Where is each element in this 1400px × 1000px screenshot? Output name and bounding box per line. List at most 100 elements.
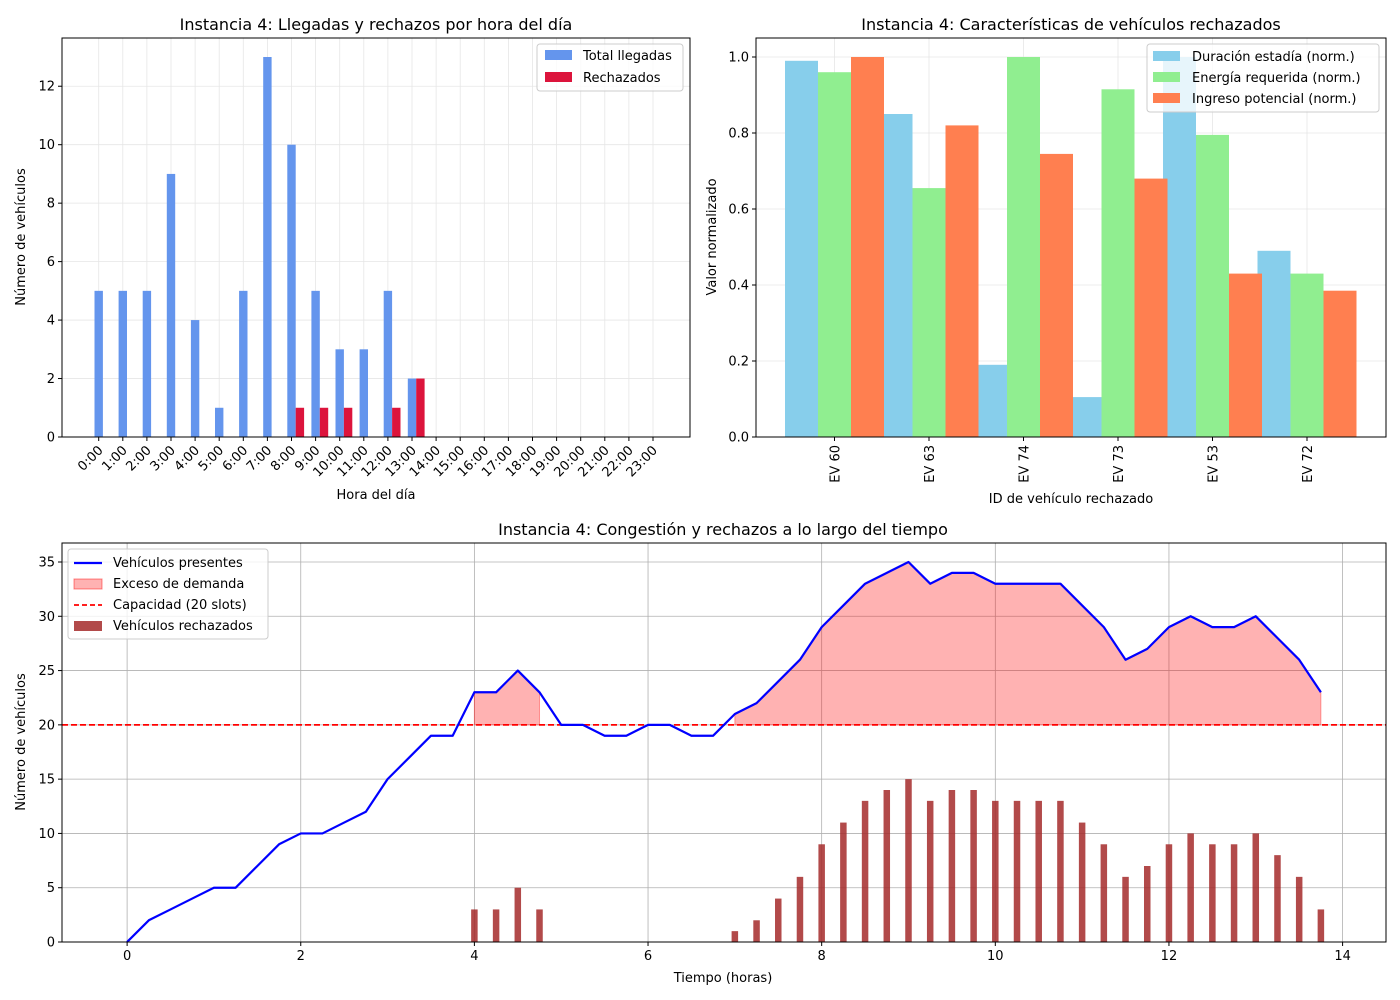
arrival-bar — [335, 349, 344, 437]
rejected-bar — [883, 790, 891, 942]
arrival-bar — [142, 290, 152, 437]
rejected-bar — [796, 876, 804, 942]
y-tick-label: 0.8 — [728, 127, 749, 142]
x-tick-label: EV 72 — [1301, 445, 1316, 483]
y-tick-label: 0.4 — [728, 279, 749, 294]
y-tick-label: 6 — [47, 255, 55, 270]
revenue-bar — [851, 57, 884, 437]
rejected-bar — [492, 909, 500, 942]
rejected-bar — [1057, 800, 1064, 942]
plot-frame — [755, 37, 1387, 438]
rejected-bar — [818, 844, 825, 942]
energy-bar — [912, 188, 946, 437]
legend-label-duration: Duración estadía (norm.) — [1192, 50, 1355, 65]
x-tick-label: EV 63 — [923, 445, 938, 483]
rejected-bar — [1295, 876, 1303, 942]
rejected-bar — [1122, 876, 1129, 942]
rejected-bar — [731, 931, 739, 942]
x-axis-label: ID de vehículo rechazado — [989, 492, 1153, 507]
revenue-bar — [1229, 273, 1262, 437]
revenue-bar — [1134, 178, 1168, 437]
legend: Duración estadía (norm.) Energía requeri… — [1146, 43, 1380, 113]
y-tick-label: 10 — [38, 827, 55, 842]
legend-label-revenue: Ingreso potencial (norm.) — [1192, 92, 1357, 107]
legend-swatch-duration — [1153, 51, 1180, 61]
rejected-bar — [1187, 833, 1194, 942]
chart-title: Instancia 4: Congestión y rechazos a lo … — [498, 520, 948, 539]
y-axis-label: Número de vehículos — [14, 168, 29, 306]
y-tick-label: 25 — [38, 664, 55, 679]
present-vehicles-line — [126, 560, 1322, 943]
rejected-bar — [295, 407, 305, 437]
rejected-bar — [992, 800, 999, 942]
arrival-bar — [239, 290, 248, 437]
arrival-bar — [166, 173, 176, 437]
legend-label-capacity: Capacidad (20 slots) — [113, 598, 247, 613]
y-tick-label: 12 — [38, 80, 55, 95]
legend-swatch-total — [545, 50, 572, 60]
rejected-bar — [1035, 800, 1042, 942]
chart-title: Instancia 4: Características de vehículo… — [861, 15, 1280, 34]
x-tick-label: EV 60 — [829, 445, 844, 483]
y-axis-label: Número de vehículos — [14, 673, 29, 811]
rejected-bar — [1209, 844, 1216, 942]
legend: Vehículos presentes Exceso de demanda Ca… — [67, 548, 269, 640]
x-tick-label: 12 — [1161, 949, 1178, 964]
x-tick-label: 8 — [818, 949, 826, 964]
plot-frame — [61, 37, 691, 438]
y-tick-label: 0.6 — [728, 203, 749, 218]
x-tick-label: 4 — [470, 949, 478, 964]
legend-swatch-rejected — [545, 72, 572, 82]
arrival-bar — [215, 407, 224, 437]
y-tick-label: 0 — [47, 936, 55, 951]
rejected-bar — [471, 909, 478, 942]
duration-bar — [1068, 397, 1102, 437]
y-tick-label: 8 — [47, 197, 55, 212]
arrival-bar — [118, 290, 127, 437]
x-axis-label: Tiempo (horas) — [673, 971, 773, 986]
legend-label-energy: Energía requerida (norm.) — [1192, 71, 1361, 86]
arrival-bar — [190, 320, 200, 437]
x-tick-label: 10 — [987, 949, 1004, 964]
y-tick-label: 1.0 — [728, 51, 749, 66]
legend-label-rejected: Rechazados — [583, 71, 661, 86]
y-tick-label: 0.2 — [728, 355, 749, 370]
rejected-bar — [319, 407, 329, 437]
y-tick-label: 0.0 — [728, 431, 749, 446]
arrival-bar — [407, 378, 417, 437]
duration-bar — [879, 114, 913, 437]
legend-swatch-energy — [1153, 72, 1180, 82]
rejected-bar — [1274, 855, 1281, 942]
rejected-bar — [392, 407, 401, 437]
x-tick-label: 2 — [297, 949, 305, 964]
legend-label-present: Vehículos presentes — [113, 556, 243, 571]
rejected-bar — [514, 887, 522, 942]
legend-swatch-rejected — [74, 621, 102, 631]
rejected-bar — [1252, 833, 1260, 942]
y-tick-label: 2 — [47, 372, 55, 387]
x-tick-label: EV 53 — [1207, 445, 1222, 483]
revenue-bar — [1323, 290, 1357, 437]
y-axis-label: Valor normalizado — [705, 178, 720, 295]
rejected-bar — [905, 779, 912, 942]
energy-bar — [1196, 134, 1229, 437]
duration-bar — [1163, 57, 1196, 437]
rejected-bar — [840, 822, 847, 942]
congestion-chart: 0 5 10 15 20 25 30 35 0 2 4 6 8 10 12 14 Instancia 4: C… — [14, 520, 1387, 986]
duration-bar — [1257, 250, 1291, 437]
rejected-bar — [1078, 822, 1086, 942]
rejected-bar — [753, 920, 760, 942]
rejected-bar — [948, 790, 956, 942]
duration-bar — [974, 364, 1007, 437]
rejected-bar — [1317, 909, 1325, 942]
arrival-bar — [311, 290, 320, 437]
x-axis-label: Hora del día — [337, 488, 416, 503]
chart-title: Instancia 4: Llegadas y rechazos por hor… — [180, 15, 573, 34]
legend-label-total: Total llegadas — [582, 49, 672, 64]
y-tick-label: 30 — [38, 610, 55, 625]
x-tick-label: EV 74 — [1018, 445, 1033, 483]
energy-bar — [1007, 57, 1040, 437]
y-tick-label: 10 — [38, 138, 55, 153]
y-tick-label: 35 — [38, 556, 55, 571]
y-tick-label: 5 — [47, 881, 55, 896]
